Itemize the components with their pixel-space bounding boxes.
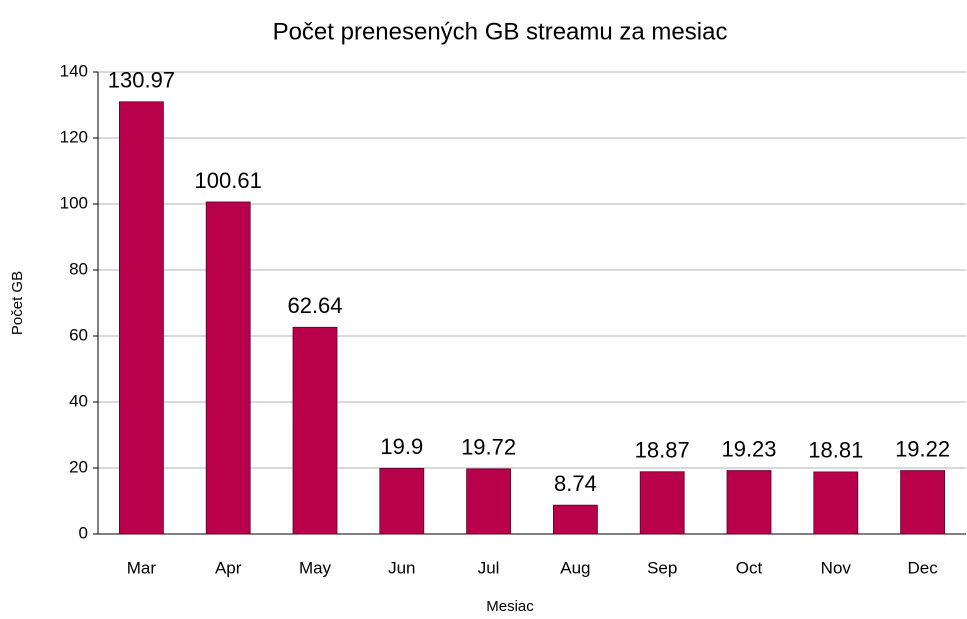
x-tick-label: Jun [388,558,415,577]
value-label: 8.74 [554,471,597,496]
y-tick-label: 60 [69,325,88,344]
x-tick-label: Nov [821,558,852,577]
bar [466,468,512,535]
value-label: 62.64 [287,293,342,318]
y-axis-label: Počet GB [9,271,26,335]
x-tick-label: Mar [127,558,157,577]
bar [726,470,772,535]
x-tick-label: Apr [215,558,242,577]
y-tick-label: 120 [60,127,88,146]
bar [813,471,859,535]
value-label: 19.22 [895,436,950,461]
value-label: 18.87 [635,438,690,463]
chart-title: Počet prenesených GB streamu za mesiac [273,18,728,45]
bar [379,467,425,535]
x-tick-label: Aug [560,558,590,577]
y-tick-label: 100 [60,193,88,212]
y-tick-label: 0 [79,523,88,542]
x-axis-label: Mesiac [486,598,534,615]
value-label: 100.61 [195,168,262,193]
value-label: 19.9 [380,434,423,459]
y-tick-label: 80 [69,259,88,278]
bar [553,504,598,535]
x-tick-label: Jul [478,558,500,577]
x-tick-label: May [299,558,332,577]
bar [292,326,338,535]
y-tick-label: 140 [60,61,88,80]
y-tick-label: 20 [69,457,88,476]
bar [639,471,685,535]
x-tick-label: Dec [907,558,938,577]
value-label: 130.97 [108,68,175,93]
x-tick-label: Sep [647,558,677,577]
bar [119,101,164,535]
x-tick-label: Oct [736,558,763,577]
value-label: 18.81 [808,438,863,463]
bar [205,201,251,535]
value-label: 19.23 [721,436,776,461]
y-tick-label: 40 [69,391,88,410]
bar [900,470,945,535]
value-label: 19.72 [461,435,516,460]
